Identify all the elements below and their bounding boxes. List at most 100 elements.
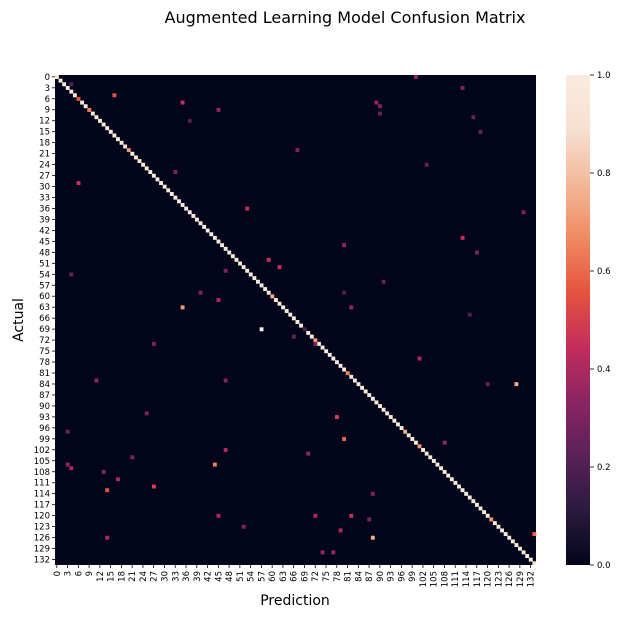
colorbar-tick-label: 1.0	[597, 71, 611, 81]
heatmap-cell-diagonal	[169, 192, 174, 196]
heatmap-cells	[55, 75, 537, 566]
heatmap-cell	[144, 411, 149, 416]
y-tick-label: 54	[39, 270, 50, 280]
heatmap-cell-diagonal	[449, 477, 454, 482]
heatmap-cell-diagonal	[388, 415, 393, 420]
heatmap-cell	[295, 148, 300, 153]
y-tick-label: 108	[34, 468, 50, 478]
heatmap-cell-diagonal	[173, 195, 178, 200]
heatmap-cell-diagonal	[263, 287, 268, 292]
heatmap-cell-diagonal	[227, 250, 232, 255]
x-tick-label: 129	[516, 571, 526, 587]
y-tick-label: 39	[39, 215, 50, 225]
y-tick-label: 63	[39, 303, 50, 313]
heatmap-cell-diagonal	[510, 539, 515, 544]
heatmap-cell	[442, 440, 447, 445]
y-tick-label: 3	[45, 84, 50, 94]
y-tick-label: 93	[39, 413, 50, 423]
heatmap-cell-diagonal	[234, 257, 239, 262]
heatmap-cell	[259, 327, 264, 332]
heatmap-cell-diagonal	[334, 360, 339, 365]
heatmap-cell-diagonal	[180, 202, 185, 207]
heatmap-cell-diagonal	[442, 469, 447, 474]
heatmap-cell	[69, 466, 74, 471]
heatmap-cell-diagonal	[177, 199, 181, 204]
heatmap-cell	[381, 279, 386, 284]
heatmap-cell-diagonal	[241, 265, 246, 270]
y-tick-label: 126	[34, 534, 50, 544]
heatmap-cell	[116, 477, 120, 482]
heatmap-cell	[306, 451, 311, 456]
heatmap-cell-diagonal	[331, 356, 336, 361]
x-tick-label: 81	[344, 571, 354, 582]
x-tick-label: 21	[128, 571, 138, 582]
heatmap-cell	[342, 243, 347, 248]
y-tick-label: 78	[39, 358, 50, 368]
heatmap-cell	[342, 290, 347, 295]
x-tick-label: 45	[214, 571, 224, 582]
heatmap-cell-diagonal	[148, 170, 153, 175]
colorbar-tick-label: 0.4	[597, 365, 611, 375]
x-tick-label: 15	[107, 571, 117, 582]
heatmap-cell-diagonal	[212, 235, 217, 240]
heatmap-cell-diagonal	[363, 389, 368, 394]
y-tick-label: 114	[34, 490, 50, 500]
x-tick-label: 69	[300, 571, 310, 582]
x-tick-label: 96	[397, 571, 407, 582]
y-tick-label: 57	[39, 281, 50, 291]
heatmap-cell-diagonal	[309, 334, 314, 339]
heatmap-cell	[241, 524, 246, 529]
x-tick-label: 75	[322, 571, 332, 582]
heatmap-cell-diagonal	[119, 140, 124, 145]
heatmap-cell	[216, 298, 221, 303]
heatmap-cell-diagonal	[245, 268, 250, 273]
heatmap-cell-diagonal	[55, 75, 59, 79]
heatmap-cell-diagonal	[58, 78, 63, 83]
heatmap-cell-diagonal	[439, 466, 443, 471]
heatmap-cell-diagonal	[144, 166, 149, 171]
heatmap-cell-diagonal	[399, 426, 404, 431]
x-tick-label: 18	[117, 571, 127, 582]
y-tick-label: 15	[39, 128, 50, 138]
heatmap-cell-diagonal	[356, 382, 361, 387]
heatmap-cell-diagonal	[417, 444, 422, 449]
colorbar-tick-label: 0.2	[597, 463, 611, 473]
heatmap-cell	[313, 341, 318, 346]
heatmap-cell-diagonal	[216, 239, 221, 244]
colorbar-tick-label: 0.0	[597, 561, 611, 571]
colorbar-ticks: 0.0 0.2 0.4 0.6 0.8 1.0	[590, 71, 611, 571]
x-tick-label: 108	[440, 571, 450, 587]
heatmap-cell	[223, 378, 228, 383]
heatmap-cell	[424, 162, 429, 167]
heatmap-cell	[331, 550, 336, 555]
heatmap-cell-diagonal	[424, 451, 429, 456]
heatmap-cell	[76, 181, 81, 186]
y-tick-label: 132	[34, 556, 50, 566]
heatmap-cell	[532, 532, 537, 537]
heatmap-cell-diagonal	[116, 137, 120, 142]
x-tick-label: 90	[376, 571, 386, 582]
x-tick-label: 72	[311, 571, 321, 582]
heatmap-cell	[223, 268, 228, 273]
y-tick-label: 36	[39, 204, 50, 214]
heatmap-cell	[245, 206, 250, 211]
heatmap-cell	[212, 462, 217, 467]
heatmap-cell	[374, 100, 379, 105]
heatmap-cell	[485, 382, 490, 387]
y-tick-label: 24	[39, 161, 50, 171]
heatmap-cell-diagonal	[352, 378, 357, 383]
heatmap-cell-diagonal	[284, 309, 289, 313]
heatmap-cell	[173, 170, 178, 175]
heatmap-cell-diagonal	[259, 283, 264, 288]
heatmap-cell	[334, 415, 339, 420]
heatmap-cell-diagonal	[496, 524, 501, 529]
y-tick-label: 99	[39, 435, 50, 445]
heatmap-cell-diagonal	[98, 118, 102, 123]
heatmap-cell-diagonal	[295, 320, 300, 324]
heatmap-cell	[151, 341, 156, 346]
heatmap-cell-diagonal	[370, 396, 375, 401]
heatmap-cell-diagonal	[133, 155, 138, 160]
heatmap-cell-diagonal	[528, 557, 533, 562]
heatmap-cell-diagonal	[338, 363, 343, 368]
